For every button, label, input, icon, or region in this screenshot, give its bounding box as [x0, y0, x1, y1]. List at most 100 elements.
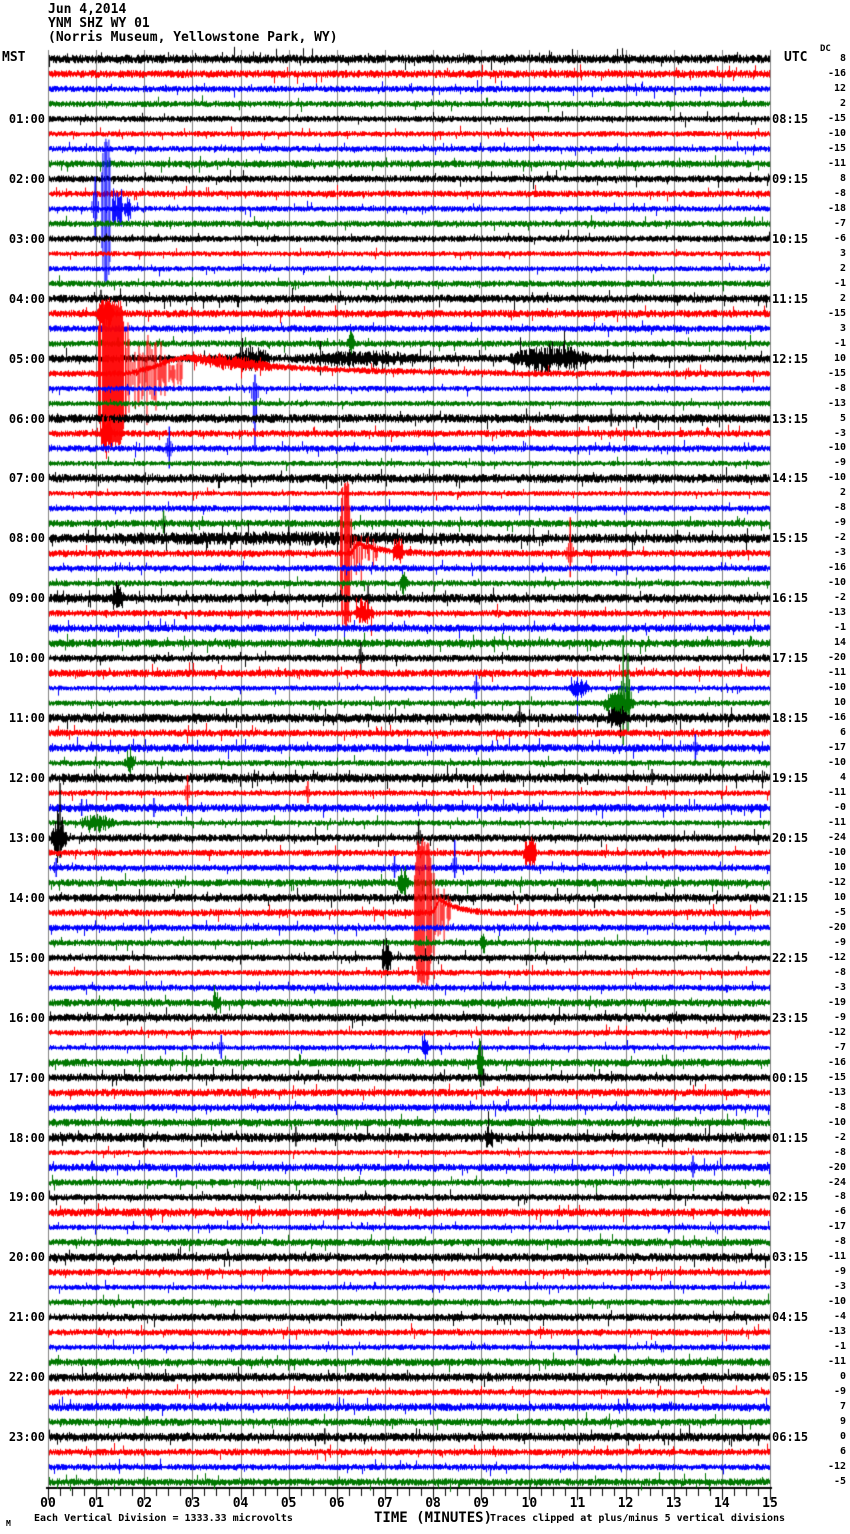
footer-clip-note: Traces clipped at plus/minus 5 vertical … [490, 1513, 786, 1524]
watermark: M [6, 1519, 11, 1528]
x-tick-label: 00 [40, 1496, 56, 1511]
dc-value: -0 [833, 802, 846, 813]
utc-hour-label: 13:15 [772, 411, 809, 426]
dc-value: -3 [833, 547, 846, 559]
mst-hour-label: 11:00 [8, 711, 45, 726]
dc-value: -1 [833, 337, 846, 349]
x-tick-label: 03 [184, 1496, 201, 1511]
dc-value: -8 [833, 966, 846, 978]
dc-value: -16 [827, 562, 846, 574]
mst-hour-label: 09:00 [8, 591, 45, 606]
x-tick-label: 05 [280, 1496, 297, 1511]
dc-value: -8 [833, 502, 846, 514]
mst-hour-label: 12:00 [8, 771, 45, 786]
header-station: YNM SHZ WY 01 [48, 16, 150, 31]
x-axis-title: TIME (MINUTES) [374, 1510, 493, 1526]
dc-value: 3 [839, 247, 846, 259]
dc-value: -8 [833, 1101, 846, 1113]
mst-hour-label: 01:00 [8, 111, 45, 126]
mst-hour-label: 05:00 [8, 351, 45, 366]
mst-hour-label: 03:00 [8, 231, 45, 246]
dc-value: -13 [827, 397, 846, 409]
dc-value: 5 [839, 412, 846, 424]
dc-value: -9 [833, 936, 846, 948]
dc-value: -6 [833, 232, 846, 244]
dc-value: -6 [833, 1206, 846, 1218]
utc-hour-label: 10:15 [772, 231, 809, 246]
dc-value: -3 [833, 427, 846, 439]
dc-value: -1 [833, 1341, 846, 1353]
x-tick-label: 06 [328, 1496, 345, 1511]
dc-value: -8 [833, 1191, 846, 1203]
dc-value: -9 [833, 1011, 846, 1023]
dc-value: -10 [827, 577, 846, 589]
mst-hour-label: 20:00 [8, 1250, 45, 1265]
dc-value: -10 [827, 472, 846, 484]
dc-value: -9 [833, 1266, 846, 1278]
dc-value: -17 [827, 1221, 846, 1233]
dc-value: 2 [839, 292, 846, 304]
utc-hour-label: 11:15 [772, 291, 809, 306]
dc-value: 8 [839, 53, 846, 64]
dc-value: 10 [833, 891, 846, 903]
utc-hour-label: 02:15 [772, 1190, 809, 1205]
dc-value: -24 [827, 1176, 846, 1188]
x-tick-label: 08 [425, 1496, 441, 1511]
dc-value: -8 [833, 187, 846, 199]
mst-hour-label: 13:00 [8, 830, 45, 845]
dc-value: 3 [839, 322, 846, 334]
utc-hour-label: 23:15 [772, 1010, 809, 1025]
mst-hour-label: 22:00 [8, 1370, 45, 1385]
dc-value: -12 [827, 876, 846, 888]
utc-hour-label: 15:15 [772, 531, 809, 546]
dc-value: -15 [827, 142, 846, 154]
dc-value: -12 [827, 1026, 846, 1038]
dc-value: -11 [827, 157, 846, 169]
dc-value: 0 [839, 1371, 846, 1383]
utc-hour-label: 21:15 [772, 890, 809, 905]
utc-hour-label: 05:15 [772, 1370, 809, 1385]
dc-value: -10 [827, 127, 846, 139]
utc-hour-label: 08:15 [772, 111, 809, 126]
dc-value: -15 [827, 1071, 846, 1083]
dc-value: -8 [833, 1236, 846, 1248]
dc-value: -11 [827, 787, 846, 799]
dc-value: -16 [827, 1056, 846, 1068]
dc-value: 6 [839, 727, 846, 739]
dc-value: -3 [833, 981, 846, 993]
dc-value: 4 [839, 772, 846, 784]
mst-hour-label: 14:00 [8, 890, 45, 905]
dc-value: 14 [833, 637, 846, 649]
dc-value: -17 [827, 742, 846, 754]
mst-hour-label: 07:00 [8, 471, 45, 486]
mst-hour-label: 02:00 [8, 171, 45, 186]
footer-scale-note: Each Vertical Division = 1333.33 microvo… [34, 1513, 293, 1524]
utc-hour-label: 00:15 [772, 1070, 809, 1085]
dc-value: 9 [839, 1416, 846, 1428]
x-tick-label: 01 [88, 1496, 104, 1511]
dc-value: -11 [827, 1356, 846, 1368]
utc-hour-label: 01:15 [772, 1130, 809, 1145]
dc-value: -9 [833, 517, 846, 529]
header-date: Jun 4,2014 [48, 2, 127, 17]
utc-hour-label: 06:15 [772, 1430, 809, 1445]
dc-value: -15 [827, 112, 846, 124]
dc-value: -20 [827, 921, 846, 933]
dc-value: 0 [839, 1431, 846, 1443]
utc-hour-label: 09:15 [772, 171, 809, 186]
utc-hour-label: 12:15 [772, 351, 809, 366]
mst-hour-label: 17:00 [8, 1070, 45, 1085]
x-tick-label: 07 [377, 1496, 393, 1511]
dc-value: -15 [827, 367, 846, 379]
mst-hour-label: 18:00 [8, 1130, 45, 1145]
dc-value: -10 [827, 1116, 846, 1128]
dc-value: -12 [827, 1461, 846, 1473]
mst-hour-label: 19:00 [8, 1190, 45, 1205]
x-tick-label: 04 [232, 1496, 249, 1511]
utc-hour-label: 17:15 [772, 651, 809, 666]
mst-hour-label: 21:00 [8, 1310, 45, 1325]
dc-value: -7 [833, 1041, 846, 1053]
dc-value: 2 [839, 487, 846, 499]
utc-hour-label: 19:15 [772, 771, 809, 786]
dc-value: 7 [839, 1401, 846, 1413]
